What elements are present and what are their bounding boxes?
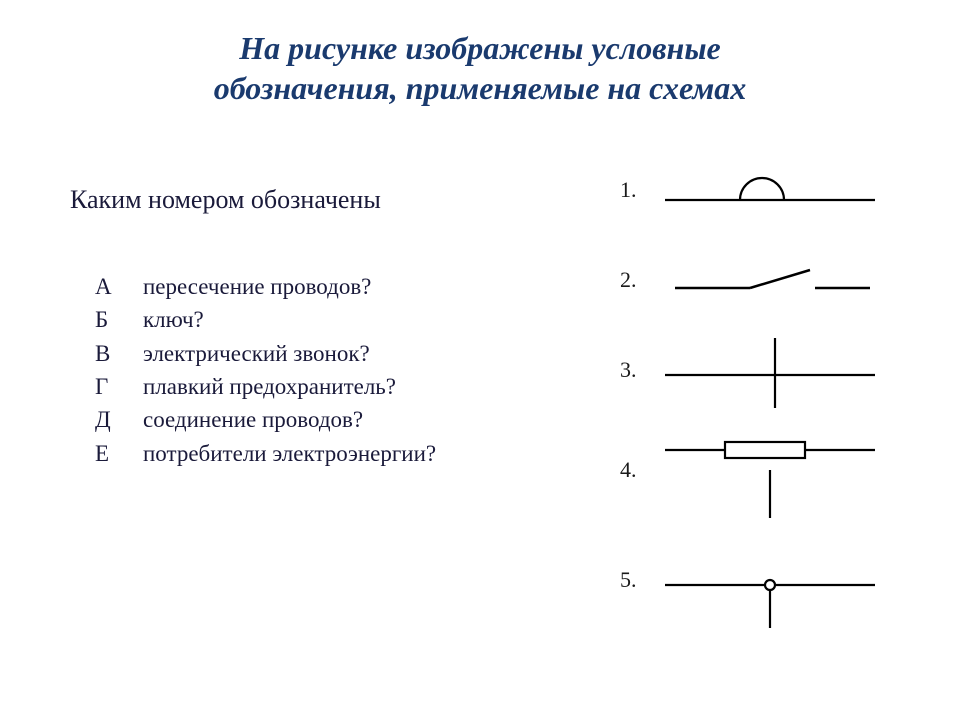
question-list: А пересечение проводов? Б ключ? В электр… [95,270,436,470]
question-letter: Е [95,437,143,470]
crossing-icon [655,330,910,410]
question-text: потребители электроэнергии? [143,437,436,470]
fuse-icon [655,420,910,520]
question-letter: Г [95,370,143,403]
symbol-number: 4. [620,457,655,483]
subtitle-text: Каким номером обозначены [70,185,381,215]
symbol-row-junction: 5. [620,530,910,630]
bell-icon [655,150,910,230]
question-row: В электрический звонок? [95,337,436,370]
question-row: Б ключ? [95,303,436,336]
symbol-row-bell: 1. [620,150,910,230]
page-title: На рисунке изображены условные обозначен… [0,0,960,108]
symbol-number: 2. [620,267,655,293]
symbol-number: 1. [620,177,655,203]
symbol-number: 3. [620,357,655,383]
symbol-number: 5. [620,567,655,593]
question-text: соединение проводов? [143,403,363,436]
question-letter: Д [95,403,143,436]
question-text: электрический звонок? [143,337,370,370]
question-row: Е потребители электроэнергии? [95,437,436,470]
question-letter: А [95,270,143,303]
question-row: Д соединение проводов? [95,403,436,436]
title-line-1: На рисунке изображены условные [239,30,720,66]
question-text: ключ? [143,303,204,336]
question-text: плавкий предохранитель? [143,370,396,403]
question-text: пересечение проводов? [143,270,371,303]
question-row: А пересечение проводов? [95,270,436,303]
question-letter: В [95,337,143,370]
symbol-row-switch: 2. [620,240,910,320]
title-line-2: обозначения, применяемые на схемах [214,70,747,106]
symbols-column: 1. 2. 3. [620,150,910,640]
junction-icon [655,530,910,630]
symbol-row-crossing: 3. [620,330,910,410]
question-letter: Б [95,303,143,336]
question-row: Г плавкий предохранитель? [95,370,436,403]
symbol-row-fuse: 4. [620,420,910,520]
switch-icon [655,240,910,320]
